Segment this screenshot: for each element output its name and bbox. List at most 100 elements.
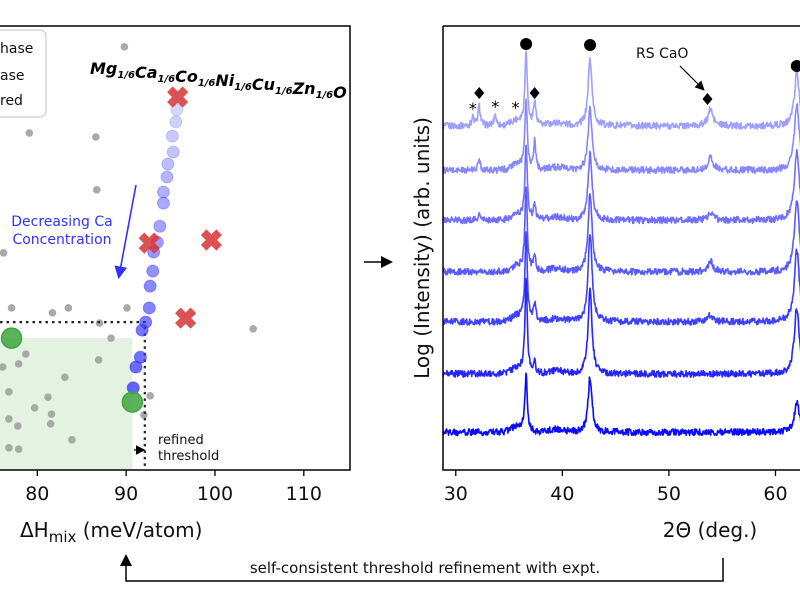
x-tick-label: 80: [25, 483, 49, 505]
legend-box: [0, 29, 47, 118]
xrd-trace: [443, 372, 800, 437]
annotation-threshold-line2: threshold: [158, 449, 219, 464]
gray-point: [48, 309, 57, 317]
legend: hase ase red: [0, 29, 47, 118]
asterisk-marker: *: [511, 98, 519, 117]
x-tick-label: 90: [114, 483, 138, 505]
annotation-rs-cao: RS CaO: [636, 46, 688, 62]
gray-point: [68, 436, 76, 444]
gray-point: [120, 43, 129, 51]
green-point: [121, 391, 144, 413]
green-point: [0, 327, 23, 349]
x-axis-label: 2Θ (deg.): [663, 518, 757, 542]
x-axis-ticks: 30 40 50 60: [444, 470, 788, 505]
gray-point: [47, 410, 56, 418]
formula-subscript: 1/6: [198, 78, 216, 89]
red-x-marker: [200, 229, 223, 251]
x-label-unit: (meV/atom): [76, 518, 202, 542]
red-x-marker: [175, 307, 197, 329]
formula-element: Ni: [215, 71, 234, 90]
blue-point: [146, 264, 160, 278]
gray-point: [64, 304, 73, 312]
legend-entry: hase: [0, 41, 33, 57]
legend-entry: ase: [0, 68, 25, 84]
gray-point: [5, 444, 13, 452]
circle-marker: [584, 39, 597, 51]
formula-element: Mg: [90, 59, 117, 78]
peak-markers: * * *: [469, 38, 800, 118]
gray-point: [93, 186, 101, 194]
blue-point: [170, 103, 184, 117]
xrd-plot: 30 40 50 60 2Θ (deg.) Log (Intensity) (arb.…: [410, 25, 800, 542]
gray-point: [46, 420, 55, 428]
x-label-sub: mix: [49, 528, 77, 546]
gray-point: [44, 393, 52, 401]
gray-point: [5, 415, 13, 423]
xrd-trace: [443, 231, 800, 326]
red-x-bar: [175, 307, 197, 329]
composition-title: Mg1/6Ca1/6Co1/6Ni1/6Cu1/6Zn1/6O: [90, 59, 347, 102]
formula-element: Co: [175, 67, 198, 86]
blue-point: [129, 360, 143, 374]
xrd-trace: [443, 144, 800, 225]
rs-cao-arrow: [679, 65, 705, 91]
formula-subscript: 1/6: [316, 90, 334, 101]
circle-marker: [790, 60, 800, 72]
diamond-marker: [702, 93, 713, 105]
x-tick-label: 30: [444, 483, 468, 505]
blue-point: [143, 279, 157, 293]
xrd-trace: [443, 277, 800, 378]
scatter-frame: [0, 25, 351, 471]
gray-point: [7, 304, 16, 312]
red-x-bar: [138, 232, 160, 254]
xrd-frame: [442, 25, 800, 471]
blue-point: [161, 157, 175, 171]
scatter-marks: [0, 43, 257, 470]
blue-point: [142, 301, 156, 315]
gray-point: [5, 388, 13, 396]
gray-point: [30, 404, 39, 412]
gray-point: [61, 373, 69, 382]
gray-point: [14, 445, 23, 453]
gray-point: [249, 325, 257, 333]
red-x-marker: [167, 86, 189, 108]
formula-subscript: 1/6: [234, 82, 252, 93]
x-tick-label: 60: [763, 483, 787, 505]
blue-point: [153, 219, 167, 233]
red-x-marker: [138, 232, 160, 254]
blue-point: [166, 145, 180, 159]
blue-point: [156, 196, 170, 210]
formula-subscript: 1/6: [158, 74, 176, 85]
gray-point: [94, 356, 103, 364]
blue-point: [156, 185, 170, 199]
formula-element: Ca: [135, 63, 158, 82]
gray-point: [92, 133, 100, 141]
annotation-ca-line2: Concentration: [12, 232, 111, 248]
gray-point: [21, 350, 30, 358]
x-tick-label: 40: [550, 483, 574, 505]
gray-point: [13, 422, 22, 430]
legend-entry: red: [0, 93, 23, 109]
x-tick-label: 50: [657, 483, 681, 505]
x-label-main: ΔH: [20, 518, 49, 542]
gray-point: [0, 249, 8, 257]
gray-point: [25, 129, 34, 137]
blue-point: [165, 129, 179, 143]
xrd-trace: [443, 98, 800, 175]
xrd-traces: [443, 50, 800, 437]
xrd-trace: [443, 50, 800, 130]
blue-point: [160, 170, 174, 184]
asterisk-marker: *: [491, 97, 499, 116]
gray-point: [14, 360, 23, 368]
annotation-threshold-line1: refined: [158, 433, 204, 448]
red-x-bar: [200, 229, 223, 251]
asterisk-marker: *: [469, 99, 477, 118]
formula-subscript: 1/6: [117, 70, 135, 81]
x-tick-label: 100: [197, 483, 233, 505]
xrd-trace: [443, 186, 800, 276]
diamond-marker: [474, 87, 485, 99]
circle-marker: [520, 38, 533, 50]
x-tick-label: 110: [286, 483, 322, 505]
formula-subscript: 1/6: [275, 86, 293, 97]
